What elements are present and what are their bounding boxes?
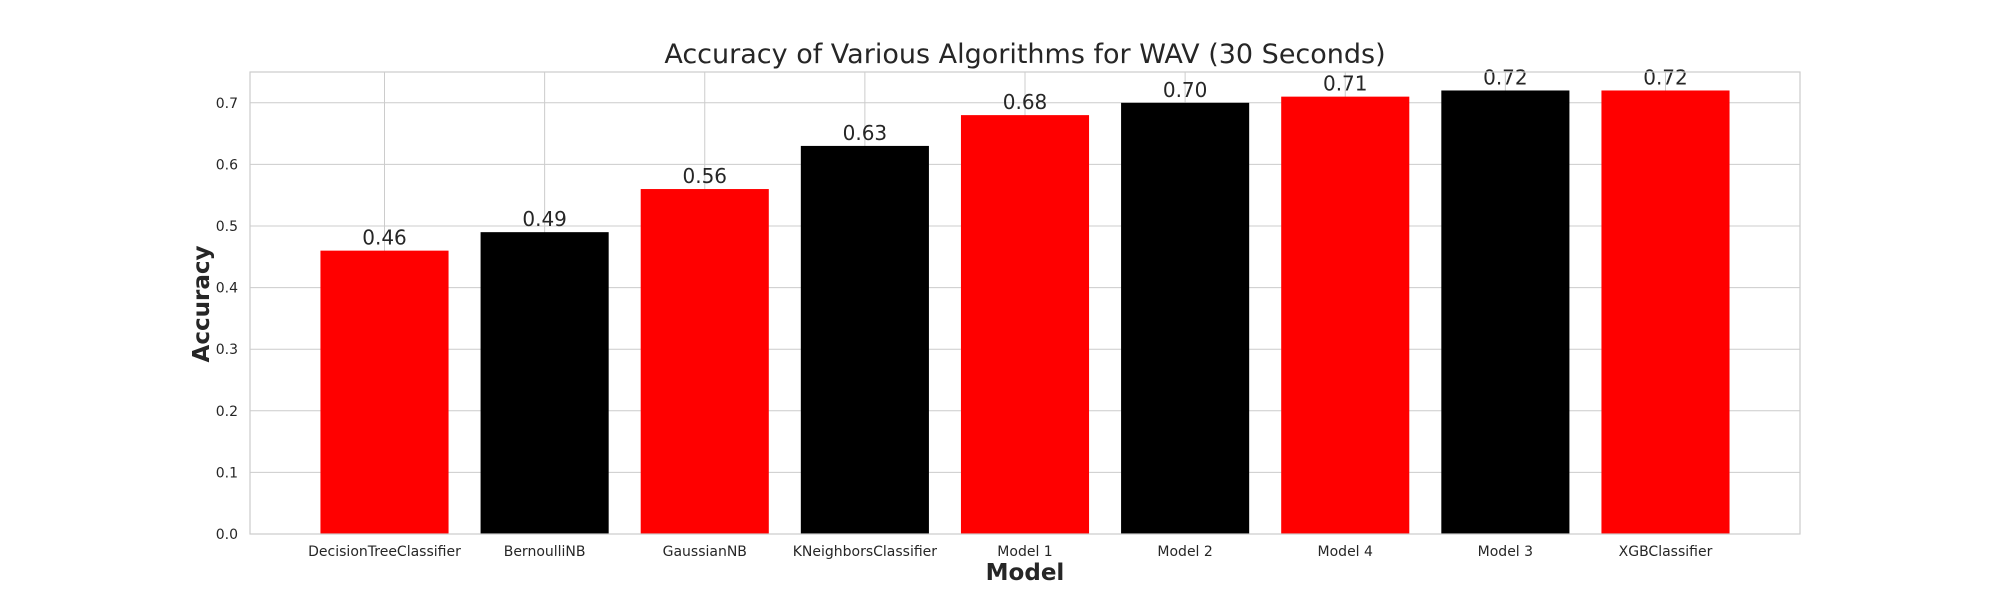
y-axis-ticks: 0.0 0.1 0.2 0.3 0.4 0.5 0.6 0.7 (216, 96, 238, 543)
bar (640, 189, 769, 535)
bar-value-label: 0.49 (522, 207, 567, 231)
bar-value-label: 0.63 (843, 121, 888, 145)
x-tick-label: Model 2 (1157, 544, 1212, 560)
bar-value-label: 0.46 (362, 226, 407, 250)
bar-value-label: 0.71 (1323, 72, 1368, 96)
x-tick-label: BernoulliNB (504, 544, 586, 560)
bar (1601, 90, 1730, 534)
chart-title: Accuracy of Various Algorithms for WAV (… (664, 39, 1385, 70)
x-tick-label: XGBClassifier (1619, 544, 1713, 560)
x-tick-label: DecisionTreeClassifier (308, 544, 461, 560)
x-tick-label: Model 1 (997, 544, 1052, 560)
y-tick-label: 0.0 (216, 527, 238, 543)
bar (960, 115, 1090, 535)
x-tick-label: Model 4 (1318, 544, 1373, 560)
y-tick-label: 0.2 (216, 404, 238, 420)
bar-value-label: 0.68 (1003, 90, 1048, 114)
x-axis-label: Model (986, 560, 1065, 586)
x-tick-label: GaussianNB (663, 544, 747, 560)
bar (800, 145, 929, 535)
y-tick-label: 0.3 (216, 342, 238, 358)
bar-value-labels: 0.46 0.49 0.56 0.63 0.68 0.70 0.71 0.72 0.72 (362, 65, 1688, 249)
y-tick-label: 0.1 (216, 465, 238, 481)
bar (320, 250, 449, 534)
plot-frame (249, 71, 1801, 535)
x-axis-ticks: DecisionTreeClassifier BernoulliNB Gaussia… (308, 544, 1712, 560)
x-tick-label: KNeighborsClassifier (793, 544, 938, 560)
y-tick-label: 0.5 (216, 219, 238, 235)
bars (320, 90, 1730, 535)
bar-value-label: 0.72 (1483, 65, 1528, 89)
bar-value-label: 0.70 (1163, 78, 1208, 102)
bar (480, 232, 609, 534)
y-axis-label: Accuracy (189, 246, 215, 363)
y-tick-label: 0.4 (216, 281, 238, 297)
y-tick-label: 0.6 (216, 157, 238, 173)
x-tick-label: Model 3 (1478, 544, 1533, 560)
bar (1281, 96, 1410, 534)
bar-value-label: 0.72 (1643, 65, 1688, 89)
y-tick-label: 0.7 (216, 96, 238, 112)
bar (1121, 102, 1250, 535)
bar-value-label: 0.56 (682, 164, 727, 188)
bar (1441, 90, 1570, 534)
